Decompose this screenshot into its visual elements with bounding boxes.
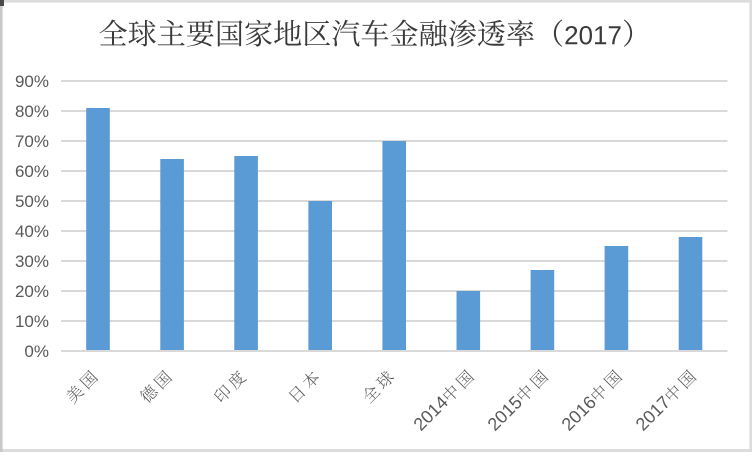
svg-text:30%: 30% [15,252,49,271]
svg-text:0%: 0% [24,342,49,361]
svg-text:60%: 60% [15,162,49,181]
svg-text:40%: 40% [15,222,49,241]
svg-text:50%: 50% [15,192,49,211]
svg-text:80%: 80% [15,102,49,121]
svg-text:20%: 20% [15,282,49,301]
svg-text:70%: 70% [15,132,49,151]
svg-text:90%: 90% [15,72,49,91]
svg-text:10%: 10% [15,312,49,331]
